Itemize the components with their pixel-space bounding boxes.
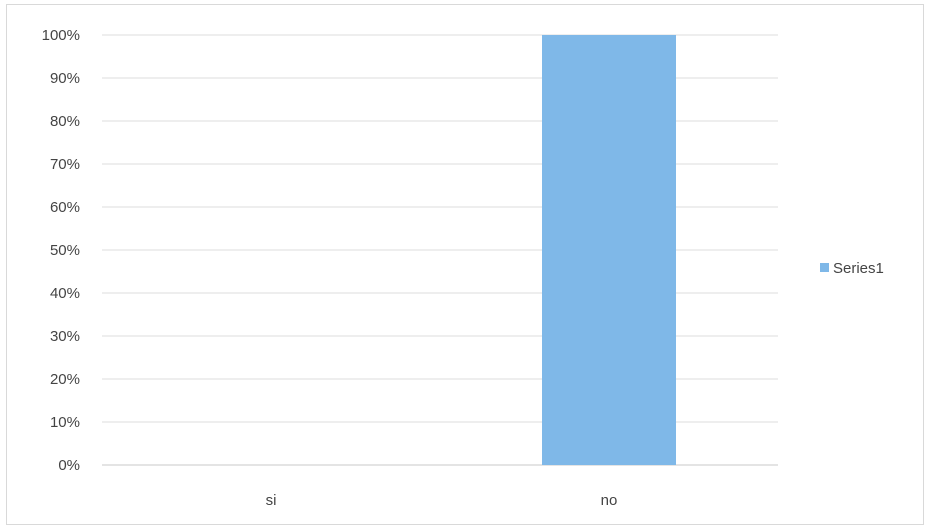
y-tick-label: 90% [50, 70, 80, 87]
y-tick-label: 20% [50, 371, 80, 388]
y-tick-label: 10% [50, 414, 80, 431]
y-tick-label: 80% [50, 113, 80, 130]
y-tick-label: 60% [50, 199, 80, 216]
x-tick-label: no [601, 492, 618, 509]
y-tick-label: 30% [50, 328, 80, 345]
y-tick-label: 50% [50, 242, 80, 259]
chart-frame [6, 4, 924, 525]
x-axis-category-labels: si no [266, 492, 618, 509]
gridlines [102, 34, 778, 466]
x-tick-label: si [266, 492, 277, 509]
y-tick-label: 70% [50, 156, 80, 173]
y-tick-label: 0% [58, 457, 80, 474]
y-axis-tick-labels: 0% 10% 20% 30% 40% 50% 60% 70% 80% 90% 100% [42, 27, 80, 474]
legend-label: Series1 [833, 260, 884, 277]
y-tick-label: 100% [42, 27, 80, 44]
bar-no [542, 35, 676, 465]
y-tick-label: 40% [50, 285, 80, 302]
legend: Series1 [820, 260, 884, 277]
bars [542, 35, 676, 465]
legend-swatch [820, 263, 829, 272]
